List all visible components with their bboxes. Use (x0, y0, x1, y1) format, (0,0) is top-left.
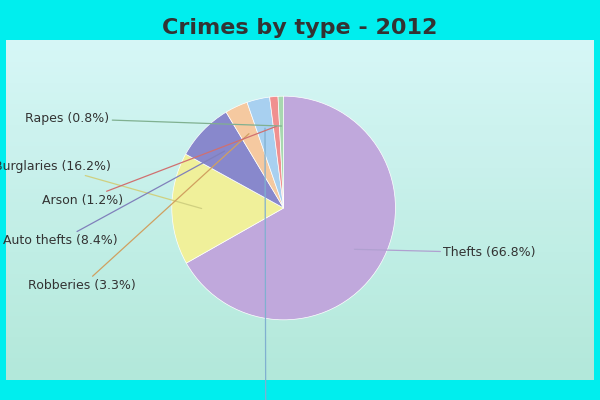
Wedge shape (226, 102, 284, 208)
Wedge shape (187, 96, 395, 320)
Wedge shape (172, 154, 284, 263)
Text: Robberies (3.3%): Robberies (3.3%) (28, 134, 249, 292)
Text: Crimes by type - 2012: Crimes by type - 2012 (163, 18, 437, 38)
Text: Assaults (3.3%): Assaults (3.3%) (217, 128, 314, 400)
Text: Burglaries (16.2%): Burglaries (16.2%) (0, 160, 202, 208)
Text: Rapes (0.8%): Rapes (0.8%) (25, 112, 281, 126)
Wedge shape (247, 97, 284, 208)
Text: Thefts (66.8%): Thefts (66.8%) (355, 246, 536, 259)
Wedge shape (278, 96, 284, 208)
Wedge shape (185, 112, 284, 208)
Text: Auto thefts (8.4%): Auto thefts (8.4%) (2, 151, 224, 247)
Wedge shape (269, 96, 284, 208)
Text: Arson (1.2%): Arson (1.2%) (42, 126, 277, 207)
